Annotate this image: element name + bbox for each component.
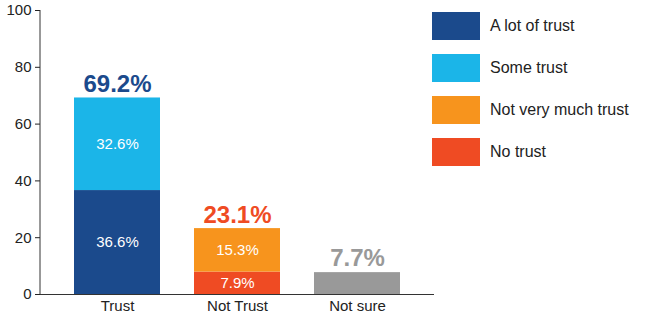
svg-text:Trust: Trust [101,297,135,314]
html-text:Some trust: Some trust [490,59,568,76]
html-text:Not very much trust: Not very much trust [490,101,629,118]
svg-text:Not Trust: Not Trust [207,297,269,314]
svg-text:7.9%: 7.9% [220,274,254,291]
svg-text:36.6%: 36.6% [96,233,139,250]
svg-text:80: 80 [15,58,32,75]
html-text:A lot of trust: A lot of trust [490,17,575,34]
html-text:No trust: No trust [490,143,546,160]
svg-text:20: 20 [15,229,32,246]
svg-text:Not sure: Not sure [329,297,386,314]
svg-text:100: 100 [6,1,31,18]
svg-text:60: 60 [15,115,32,132]
svg-text:40: 40 [15,172,32,189]
svg-text:15.3%: 15.3% [216,241,259,258]
svg-text:0: 0 [23,285,31,302]
svg-text:23.1%: 23.1% [203,201,271,228]
svg-text:32.6%: 32.6% [96,135,139,152]
svg-text:69.2%: 69.2% [83,70,151,97]
svg-text:7.7%: 7.7% [330,244,385,271]
